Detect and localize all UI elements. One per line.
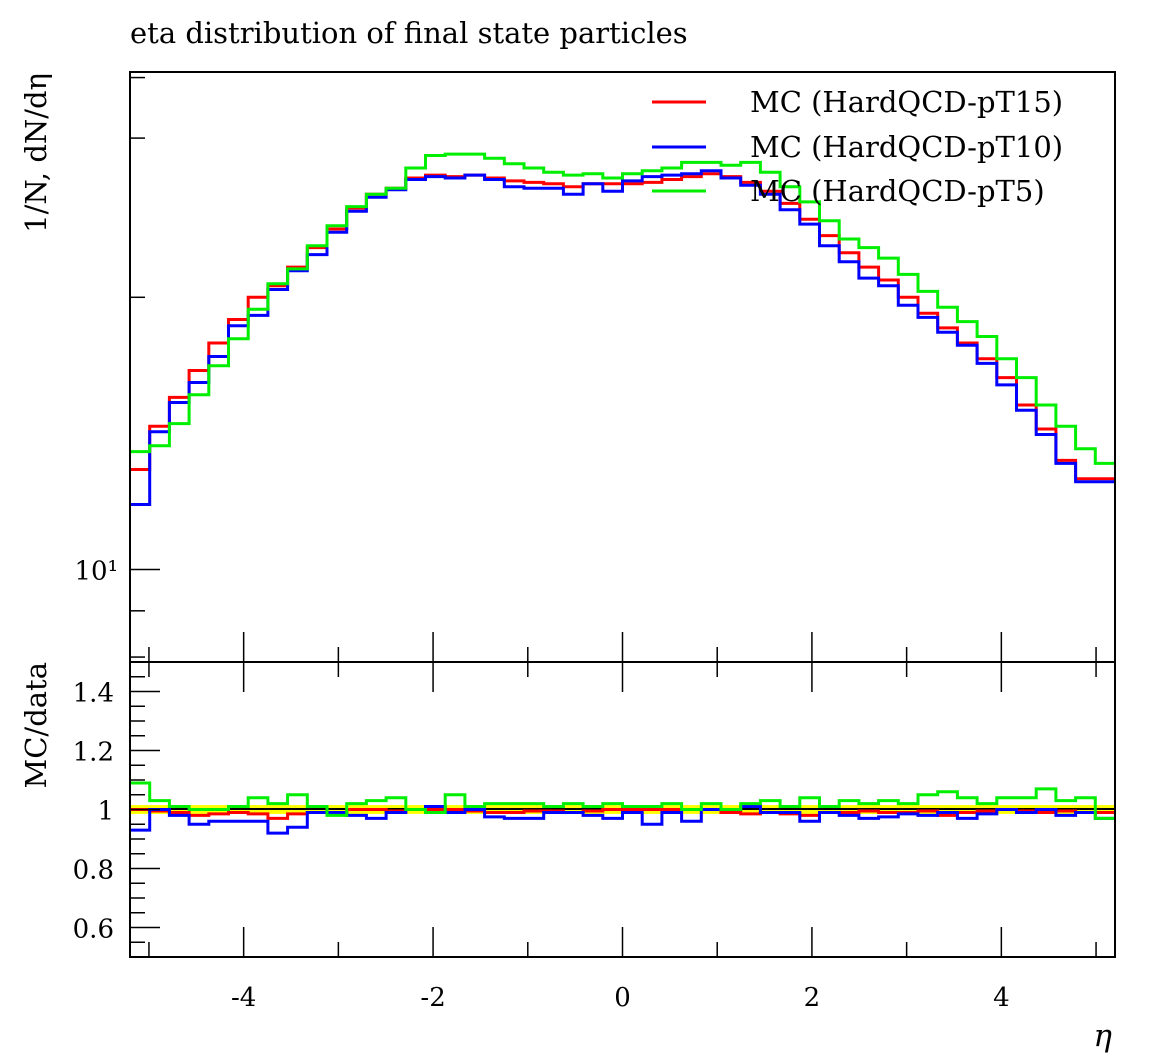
- legend-label-pt15: MC (HardQCD-pT15): [750, 85, 1063, 119]
- x-ticks: -4 -2 0 2 4: [148, 632, 1097, 1013]
- ratio-curves: [130, 781, 1115, 835]
- ratio-y-tick-label: 0.6: [73, 915, 114, 945]
- x-tick-label: -2: [420, 983, 445, 1013]
- main-y-axis-label: 1/N, dN/dη: [19, 73, 53, 233]
- ratio-y-tick-label: 0.8: [73, 856, 114, 886]
- ratio-frame: [129, 661, 1116, 958]
- chart-title: eta distribution of final state particle…: [130, 16, 688, 50]
- legend: MC (HardQCD-pT15) MC (HardQCD-pT10) MC (…: [652, 85, 1063, 208]
- x-tick-label: 4: [993, 983, 1010, 1013]
- main-series-1: [130, 169, 1115, 506]
- ratio-y-tick-label: 1.2: [73, 738, 114, 768]
- ratio-series-1: [130, 805, 1115, 835]
- ratio-y-axis-label: MC/data: [19, 662, 53, 788]
- main-panel: 10¹ 1/N, dN/dη: [19, 73, 1115, 658]
- main-series-0: [130, 172, 1115, 481]
- ratio-y-ticks: 0.6 0.8 1 1.2 1.4: [73, 676, 160, 945]
- main-curves: [130, 152, 1115, 506]
- main-series-2: [130, 152, 1115, 465]
- x-tick-label: 0: [614, 983, 631, 1013]
- legend-label-pt5: MC (HardQCD-pT5): [750, 174, 1045, 208]
- x-tick-label: 2: [804, 983, 821, 1013]
- x-tick-label: -4: [231, 983, 256, 1013]
- ratio-y-tick-label: 1.4: [73, 679, 114, 709]
- main-y-ticks: [130, 76, 160, 658]
- ratio-y-tick-label: 1: [97, 797, 114, 827]
- ratio-panel: 0.6 0.8 1 1.2 1.4 MC/data: [19, 662, 1115, 945]
- legend-label-pt10: MC (HardQCD-pT10): [750, 130, 1063, 164]
- x-axis-label: η: [1093, 1018, 1112, 1054]
- main-y-tick-label: 10¹: [74, 556, 118, 586]
- ratio-series-2: [130, 781, 1115, 820]
